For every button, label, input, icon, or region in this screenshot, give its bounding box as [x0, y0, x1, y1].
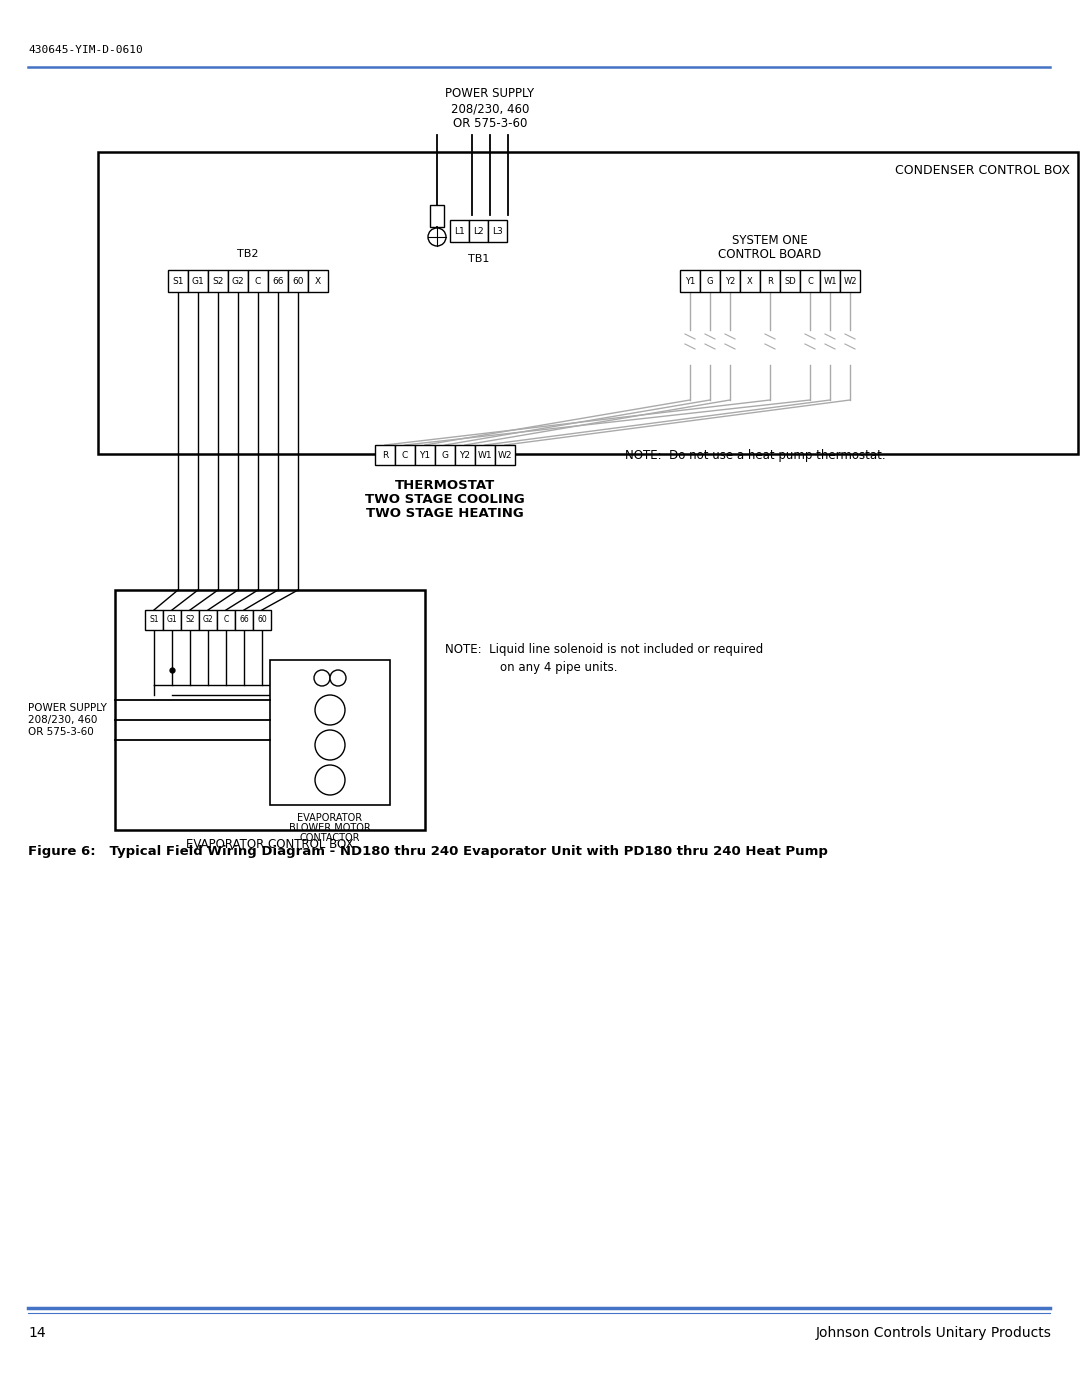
Text: X: X — [315, 277, 321, 285]
Text: TB1: TB1 — [468, 254, 489, 264]
Text: on any 4 pipe units.: on any 4 pipe units. — [500, 662, 618, 675]
Text: CONTACTOR: CONTACTOR — [300, 833, 361, 842]
Text: EVAPORATOR CONTROL BOX: EVAPORATOR CONTROL BOX — [186, 837, 354, 851]
Bar — [820, 270, 840, 292]
Text: SYSTEM ONE: SYSTEM ONE — [732, 233, 808, 246]
Bar — [199, 610, 217, 630]
Text: Figure 6:   Typical Field Wiring Diagram - ND180 thru 240 Evaporator Unit with P: Figure 6: Typical Field Wiring Diagram -… — [28, 845, 828, 859]
Bar — [217, 610, 235, 630]
Bar — [168, 270, 188, 292]
Text: 66: 66 — [272, 277, 284, 285]
Bar — [430, 205, 444, 226]
Text: NOTE:  Do not use a heat pump thermostat.: NOTE: Do not use a heat pump thermostat. — [625, 448, 886, 461]
Text: W2: W2 — [843, 277, 856, 285]
Bar — [780, 270, 800, 292]
Text: L2: L2 — [473, 226, 484, 236]
Text: C: C — [255, 277, 261, 285]
Circle shape — [428, 228, 446, 246]
Text: R: R — [767, 277, 773, 285]
Bar — [270, 659, 390, 805]
Text: POWER SUPPLY
208/230, 460
OR 575-3-60: POWER SUPPLY 208/230, 460 OR 575-3-60 — [28, 704, 107, 736]
Bar — [253, 610, 271, 630]
Bar — [488, 219, 507, 242]
Bar — [268, 270, 288, 292]
Text: C: C — [402, 450, 408, 460]
Text: G1: G1 — [191, 277, 204, 285]
Bar — [495, 446, 515, 465]
Text: Y2: Y2 — [725, 277, 735, 285]
Text: S1: S1 — [149, 616, 159, 624]
Bar — [435, 446, 455, 465]
Bar — [163, 610, 181, 630]
Circle shape — [315, 731, 345, 760]
Bar — [235, 610, 253, 630]
Bar — [98, 152, 1078, 454]
Bar — [680, 270, 700, 292]
Text: C: C — [224, 616, 229, 624]
Text: W1: W1 — [477, 450, 492, 460]
Text: 60: 60 — [257, 616, 267, 624]
Text: S2: S2 — [213, 277, 224, 285]
Text: POWER SUPPLY
208/230, 460
OR 575-3-60: POWER SUPPLY 208/230, 460 OR 575-3-60 — [445, 87, 535, 130]
Bar — [375, 446, 395, 465]
Text: X: X — [747, 277, 753, 285]
Bar — [395, 446, 415, 465]
Bar — [760, 270, 780, 292]
Text: 60: 60 — [293, 277, 303, 285]
Text: S2: S2 — [186, 616, 194, 624]
Text: 430645-YIM-D-0610: 430645-YIM-D-0610 — [28, 45, 143, 54]
Text: G: G — [706, 277, 713, 285]
Text: TWO STAGE COOLING: TWO STAGE COOLING — [365, 493, 525, 506]
Text: Y1: Y1 — [419, 450, 431, 460]
Text: Y1: Y1 — [685, 277, 696, 285]
Text: G1: G1 — [166, 616, 177, 624]
Text: TWO STAGE HEATING: TWO STAGE HEATING — [366, 507, 524, 520]
Text: EVAPORATOR: EVAPORATOR — [297, 813, 363, 823]
Bar — [181, 610, 199, 630]
Bar — [450, 219, 469, 242]
Bar — [208, 270, 228, 292]
Bar — [840, 270, 860, 292]
Text: W2: W2 — [498, 450, 512, 460]
Bar — [308, 270, 328, 292]
Text: NOTE:  Liquid line solenoid is not included or required: NOTE: Liquid line solenoid is not includ… — [445, 644, 764, 657]
Bar — [288, 270, 308, 292]
Bar — [720, 270, 740, 292]
Bar — [700, 270, 720, 292]
Bar — [800, 270, 820, 292]
Circle shape — [315, 694, 345, 725]
Text: W1: W1 — [823, 277, 837, 285]
Text: SD: SD — [784, 277, 796, 285]
Bar — [469, 219, 488, 242]
Circle shape — [315, 766, 345, 795]
Text: L1: L1 — [454, 226, 464, 236]
Bar — [415, 446, 435, 465]
Bar — [740, 270, 760, 292]
Text: CONDENSER CONTROL BOX: CONDENSER CONTROL BOX — [895, 163, 1070, 176]
Text: BLOWER MOTOR: BLOWER MOTOR — [289, 823, 370, 833]
Text: C: C — [807, 277, 813, 285]
Text: THERMOSTAT: THERMOSTAT — [395, 479, 495, 492]
Text: S1: S1 — [172, 277, 184, 285]
Text: R: R — [382, 450, 388, 460]
Text: G2: G2 — [203, 616, 214, 624]
Bar — [248, 270, 268, 292]
Text: G2: G2 — [232, 277, 244, 285]
Circle shape — [314, 671, 330, 686]
Text: 14: 14 — [28, 1326, 45, 1340]
Bar — [455, 446, 475, 465]
Text: 66: 66 — [239, 616, 248, 624]
Bar — [188, 270, 208, 292]
Circle shape — [330, 671, 346, 686]
Text: G: G — [442, 450, 448, 460]
Bar — [114, 590, 426, 830]
Bar — [145, 610, 163, 630]
Bar — [228, 270, 248, 292]
Text: Y2: Y2 — [459, 450, 471, 460]
Text: L3: L3 — [492, 226, 503, 236]
Text: CONTROL BOARD: CONTROL BOARD — [718, 249, 822, 261]
Bar — [475, 446, 495, 465]
Text: Johnson Controls Unitary Products: Johnson Controls Unitary Products — [816, 1326, 1052, 1340]
Text: TB2: TB2 — [238, 249, 259, 258]
